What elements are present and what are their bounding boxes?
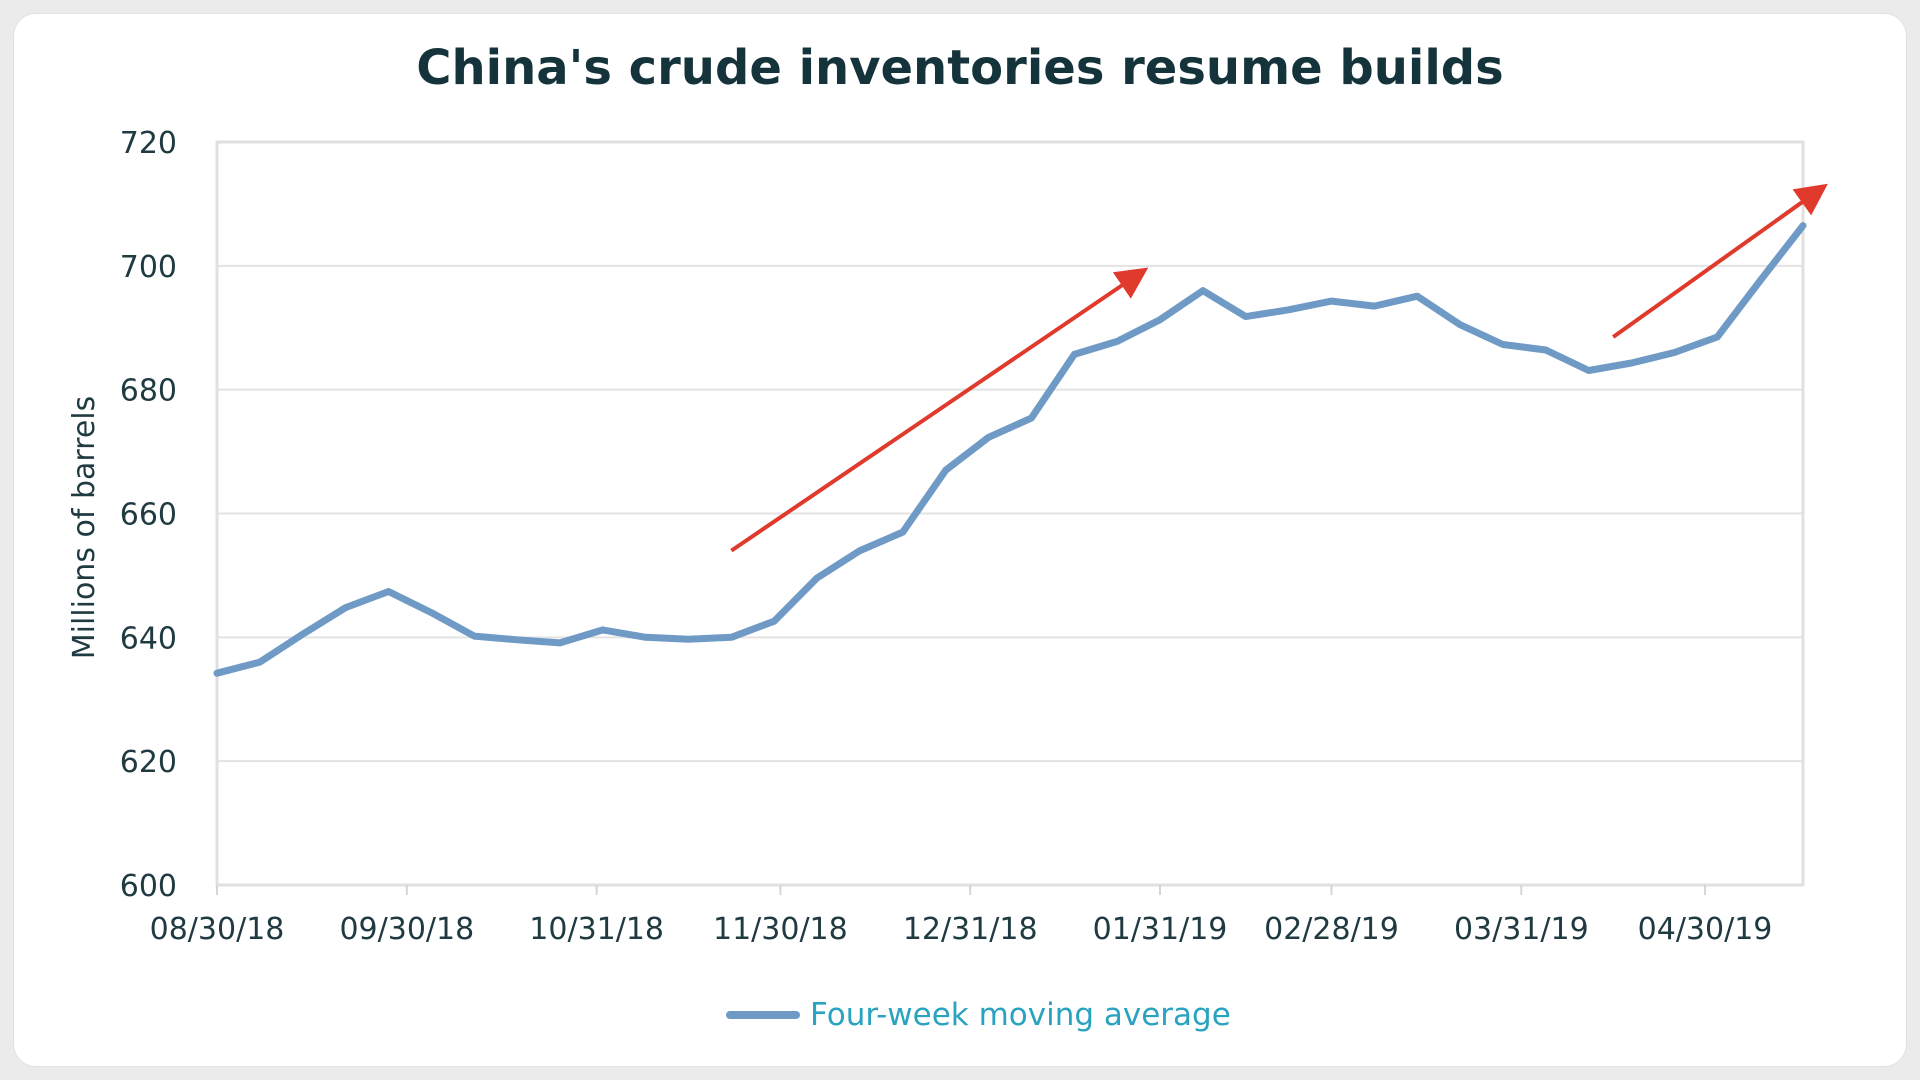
y-axis-label: Millions of barrels bbox=[67, 396, 102, 660]
annotations bbox=[730, 183, 1828, 553]
x-tick-label: 01/31/19 bbox=[1093, 912, 1228, 947]
y-tick-label: 640 bbox=[120, 621, 177, 656]
x-tick-label: 10/31/18 bbox=[529, 912, 664, 947]
x-tick-label: 08/30/18 bbox=[150, 912, 285, 947]
chart: China's crude inventories resume builds … bbox=[67, 40, 1828, 1033]
chart-title: China's crude inventories resume builds bbox=[416, 40, 1503, 96]
legend: Four-week moving average bbox=[726, 997, 1231, 1033]
trend-arrow bbox=[1612, 183, 1828, 339]
trend-arrow bbox=[730, 267, 1149, 553]
y-tick-label: 720 bbox=[120, 126, 177, 161]
x-tick-label: 04/30/19 bbox=[1638, 912, 1773, 947]
y-tick-label: 660 bbox=[120, 498, 177, 533]
chart-card: China's crude inventories resume builds … bbox=[14, 14, 1906, 1066]
legend-label: Four-week moving average bbox=[810, 997, 1231, 1033]
series-group bbox=[213, 222, 1807, 677]
y-tick-label: 600 bbox=[120, 869, 177, 904]
y-tick-label: 620 bbox=[120, 745, 177, 780]
series-line bbox=[213, 222, 1807, 677]
x-tick-label: 09/30/18 bbox=[339, 912, 474, 947]
x-axis-ticks: 08/30/18 09/30/18 10/31/18 11/30/18 12/31/18… bbox=[150, 885, 1773, 947]
x-tick-label: 12/31/18 bbox=[903, 912, 1038, 947]
x-tick-label: 11/30/18 bbox=[713, 912, 848, 947]
plot-frame bbox=[215, 140, 1805, 887]
x-tick-label: 03/31/19 bbox=[1454, 912, 1589, 947]
y-axis-ticks: 600 620 640 660 680 700 720 bbox=[120, 126, 177, 904]
x-tick-label: 02/28/19 bbox=[1264, 912, 1399, 947]
y-tick-label: 680 bbox=[120, 374, 177, 409]
y-tick-label: 700 bbox=[120, 250, 177, 285]
gridlines bbox=[217, 264, 1803, 763]
